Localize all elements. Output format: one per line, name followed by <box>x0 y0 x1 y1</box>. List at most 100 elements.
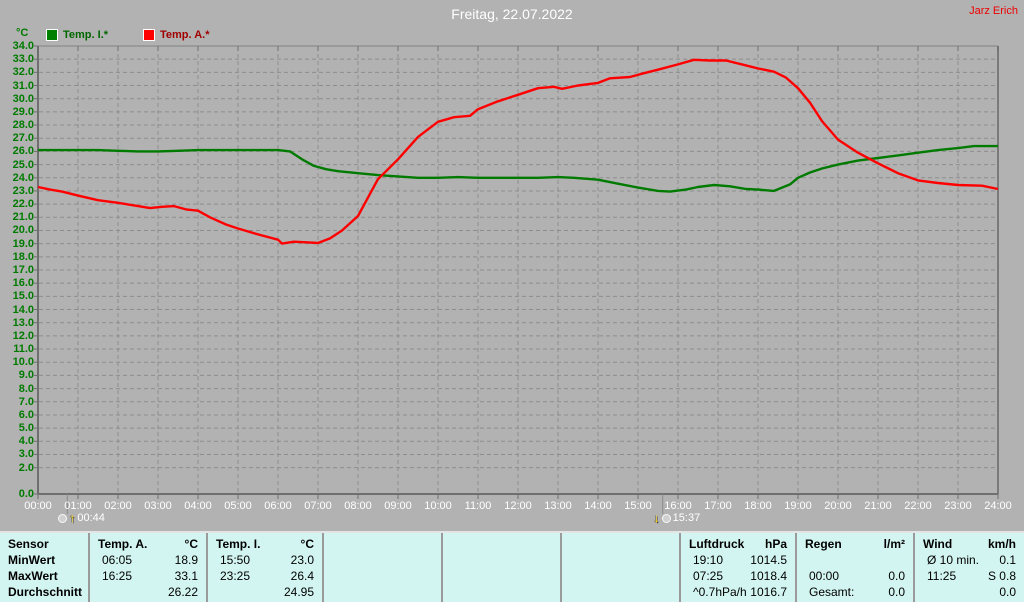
x-axis-label: 05:00 <box>224 500 252 512</box>
y-axis-label: 24.0 <box>12 171 34 184</box>
temperature-chart-plot <box>34 45 999 514</box>
table-cell-time: 11:25 <box>927 569 957 583</box>
y-axis-label: 6.0 <box>18 408 34 421</box>
temp-i-legend-label: Temp. I.* <box>63 29 109 41</box>
x-axis-label: 00:00 <box>24 500 52 512</box>
y-axis-label: 32.0 <box>12 66 34 79</box>
x-axis-label: 18:00 <box>744 500 772 512</box>
series-line-tempa <box>37 58 999 245</box>
page-title: Freitag, 22.07.2022 <box>451 6 573 22</box>
table-group-wind: Wind km/h Ø 10 min. 0.1 11:25 S 0.8 0.0 <box>913 533 1024 602</box>
x-axis-label: 22:00 <box>904 500 932 512</box>
y-axis-unit-label: °C <box>16 27 29 39</box>
table-header-wind: Wind <box>923 537 953 551</box>
x-axis-label: 02:00 <box>104 500 132 512</box>
series-line-tempi <box>38 144 998 193</box>
temp-i-swatch-icon <box>46 29 58 41</box>
y-axis-label: 9.0 <box>18 369 34 382</box>
y-axis-label: 30.0 <box>12 92 34 105</box>
temp-a-legend-label: Temp. A.* <box>160 29 210 41</box>
y-axis-label: 12.0 <box>12 329 34 342</box>
table-cell-value: 0.0 <box>888 585 905 599</box>
table-group-temp-i: Temp. I. °C 15:50 23.0 23:25 26.4 24.95 <box>206 533 322 602</box>
table-header-unit: l/m² <box>883 537 905 551</box>
table-cell-time: Gesamt: <box>809 585 855 599</box>
y-axis-label: 16.0 <box>12 277 34 290</box>
table-header-temp-a: Temp. A. <box>98 537 148 551</box>
table-cell-value: 0.1 <box>999 553 1016 567</box>
table-cell-value: 26.22 <box>167 585 198 599</box>
x-axis-label: 01:00 <box>64 500 92 512</box>
y-axis-label: 15.0 <box>12 290 34 303</box>
y-axis-label: 17.0 <box>12 264 34 276</box>
table-row-label: Sensor <box>8 537 49 551</box>
y-axis-label: 2.0 <box>18 461 34 474</box>
table-cell-value: 18.9 <box>174 553 198 567</box>
table-cell-time: 15:50 <box>220 553 251 567</box>
x-axis-label: 14:00 <box>584 500 612 512</box>
x-axis-label: 21:00 <box>864 500 892 512</box>
x-axis-label: 20:00 <box>824 500 852 512</box>
y-axis-label: 0.0 <box>18 488 34 500</box>
table-group-empty-1 <box>322 533 441 602</box>
table-header-luftdruck: Luftdruck <box>689 537 745 551</box>
table-row-label: MaxWert <box>8 569 58 583</box>
table-cell-value: 0.0 <box>888 569 905 583</box>
y-axis-label: 28.0 <box>12 119 34 132</box>
table-group-luftdruck: Luftdruck hPa 19:10 1014.5 07:25 1018.4 ^0.7hP… <box>679 533 795 602</box>
table-header-temp-i: Temp. I. <box>216 537 261 551</box>
x-axis-label: 03:00 <box>144 500 172 512</box>
y-axis-label: 29.0 <box>12 105 34 118</box>
y-axis-label: 19.0 <box>12 237 34 250</box>
author-label: Jarz Erich <box>969 5 1018 17</box>
y-axis-label: 14.0 <box>12 303 34 316</box>
x-axis-label: 11:00 <box>464 500 492 512</box>
table-cell-time: 07:25 <box>693 569 724 583</box>
x-axis-label: 12:00 <box>504 500 532 512</box>
table-cell-value: 1016.7 <box>750 585 787 599</box>
x-axis-label: 24:00 <box>984 500 1012 512</box>
table-cell-value: 26.4 <box>290 569 314 583</box>
x-axis-label: 06:00 <box>264 500 292 512</box>
y-axis-label: 5.0 <box>18 422 34 435</box>
up-arrow-icon: ↑ <box>69 511 76 525</box>
table-cell-time: ^0.7hPa/h <box>693 585 747 599</box>
x-axis-label: 19:00 <box>784 500 812 512</box>
table-header-unit: km/h <box>987 537 1016 551</box>
table-cell-value: 1014.5 <box>750 553 787 567</box>
table-header-unit: °C <box>300 537 314 551</box>
y-axis-label: 4.0 <box>18 435 34 448</box>
y-axis-label: 22.0 <box>12 198 34 211</box>
y-axis-label: 8.0 <box>18 382 34 395</box>
x-axis-label: 04:00 <box>184 500 212 512</box>
y-axis-label: 11.0 <box>13 343 34 356</box>
legend-item-temp-i: Temp. I.* <box>46 29 108 41</box>
stats-table: Sensor MinWert MaxWert Durchschnitt Temp. A.… <box>0 531 1024 602</box>
event-marker-time: 15:37 <box>672 512 701 524</box>
table-cell-time: Ø 10 min. <box>927 553 980 567</box>
x-axis-label: 13:00 <box>544 500 572 512</box>
y-axis-label: 13.0 <box>12 316 34 329</box>
y-axis-label: 27.0 <box>12 132 34 145</box>
x-axis-label: 23:00 <box>944 500 972 512</box>
event-marker: ↑ 00:44 <box>58 512 105 524</box>
y-axis-label: 25.0 <box>12 158 34 171</box>
table-cell-time: 06:05 <box>102 553 133 567</box>
y-axis-label: 26.0 <box>12 145 34 158</box>
temp-a-swatch-icon <box>143 29 155 41</box>
table-cell-value: 1018.4 <box>750 569 787 583</box>
moon-icon <box>661 513 671 523</box>
x-axis-label: 08:00 <box>344 500 372 512</box>
table-cell-value: S 0.8 <box>987 569 1016 583</box>
table-group-regen: Regen l/m² 00:00 0.0 Gesamt: 0.0 <box>795 533 913 602</box>
table-group-empty-3 <box>560 533 679 602</box>
table-cell-value: 23.0 <box>290 553 314 567</box>
x-axis-label: 10:00 <box>424 500 452 512</box>
moon-icon <box>58 513 68 523</box>
event-marker-time: 00:44 <box>77 512 105 524</box>
x-axis-label: 09:00 <box>384 500 412 512</box>
table-header-regen: Regen <box>805 537 842 551</box>
x-axis-label: 15:00 <box>624 500 652 512</box>
y-axis-label: 3.0 <box>18 448 34 461</box>
